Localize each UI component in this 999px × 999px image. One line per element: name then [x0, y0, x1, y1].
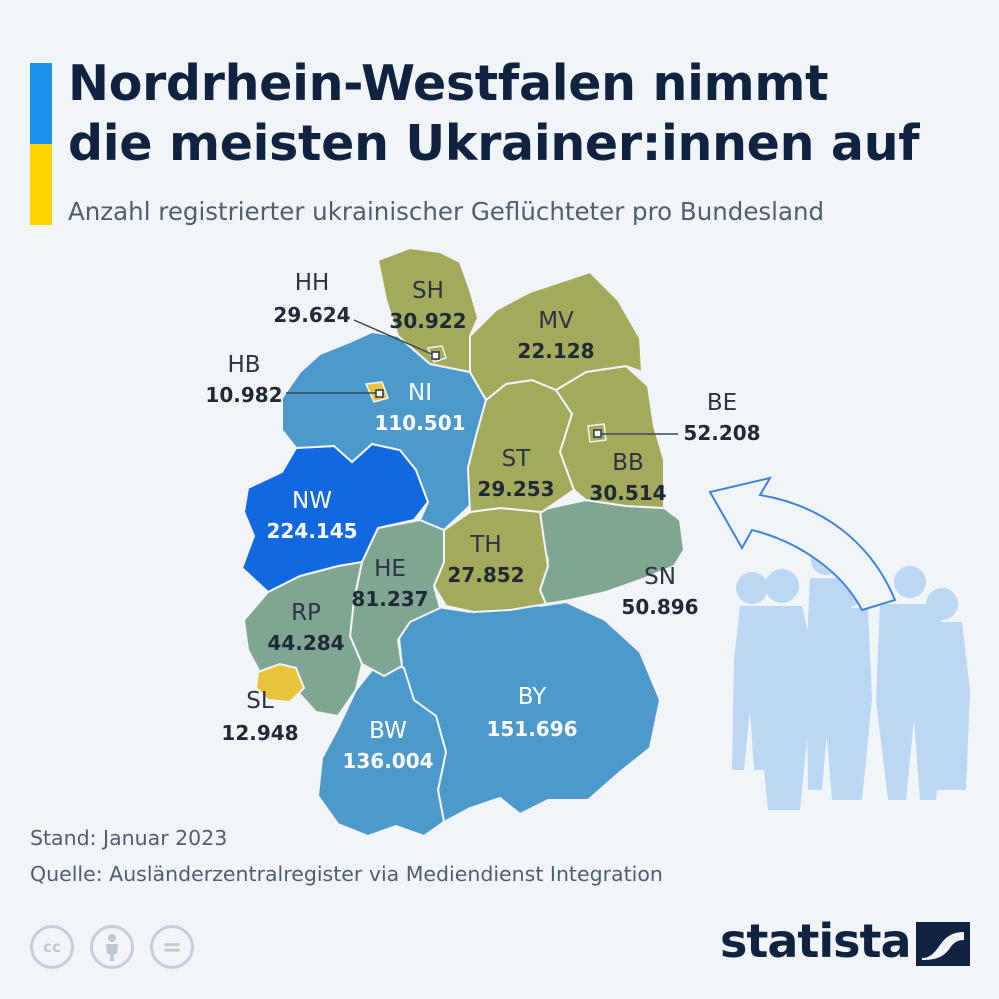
ukraine-flag-bar — [30, 63, 52, 225]
state-code-BW: BW — [369, 718, 407, 744]
nd-label: = — [161, 933, 183, 961]
state-value-HE: 81.237 — [351, 587, 428, 611]
state-value-BB: 30.514 — [589, 481, 666, 505]
state-shape-SL — [254, 662, 306, 704]
state-code-NW: NW — [292, 488, 332, 514]
state-code-HB: HB — [227, 352, 260, 378]
state-value-NI: 110.501 — [374, 411, 465, 435]
state-code-ST: ST — [502, 446, 532, 472]
marker-HH — [431, 351, 440, 360]
marker-HB — [375, 389, 384, 398]
data-date-note: Stand: Januar 2023 — [30, 826, 228, 850]
state-value-RP: 44.284 — [267, 631, 344, 655]
state-value-NW: 224.145 — [266, 519, 357, 543]
title-line-1: Nordrhein-Westfalen nimmt — [68, 55, 829, 112]
state-value-ST: 29.253 — [477, 477, 554, 501]
state-code-SH: SH — [412, 278, 444, 304]
state-value-BE: 52.208 — [683, 421, 760, 445]
page-subtitle: Anzahl registrierter ukrainischer Geflüc… — [68, 197, 825, 226]
state-value-BW: 136.004 — [342, 749, 433, 773]
state-value-SH: 30.922 — [389, 309, 466, 333]
state-value-MV: 22.128 — [517, 339, 594, 363]
title-line-2: die meisten Ukrainer:innen auf — [68, 115, 920, 172]
refugee-family-icon — [732, 545, 970, 810]
cc-label: cc — [43, 938, 61, 956]
state-value-HB: 10.982 — [205, 383, 282, 407]
state-code-HE: HE — [374, 556, 406, 582]
state-code-NI: NI — [408, 380, 432, 406]
state-code-BY: BY — [518, 684, 548, 710]
state-value-SN: 50.896 — [621, 595, 698, 619]
state-value-SL: 12.948 — [221, 721, 298, 745]
flag-blue-stripe — [30, 63, 52, 144]
state-code-SL: SL — [246, 688, 274, 714]
migration-arrow — [708, 476, 897, 612]
state-code-BE: BE — [707, 390, 737, 416]
state-code-MV: MV — [538, 308, 574, 334]
state-code-HH: HH — [295, 270, 330, 296]
state-code-TH: TH — [469, 532, 501, 558]
statista-logo-text[interactable]: statista — [720, 914, 912, 968]
by-license-icon[interactable] — [90, 925, 134, 969]
state-value-HH: 29.624 — [273, 303, 350, 327]
person-icon — [106, 934, 118, 961]
state-code-BB: BB — [612, 450, 644, 476]
state-code-RP: RP — [291, 600, 321, 626]
source-note: Quelle: Ausländerzentralregister via Med… — [30, 862, 663, 886]
nd-license-icon[interactable]: = — [150, 925, 194, 969]
flag-yellow-stripe — [30, 144, 52, 225]
state-shape-BW — [316, 658, 448, 838]
state-code-SN: SN — [644, 564, 676, 590]
marker-BE — [593, 429, 602, 438]
state-shape-SH — [376, 246, 480, 374]
leader-line-HH — [353, 319, 437, 357]
state-value-BY: 151.696 — [486, 717, 577, 741]
statista-logo-icon — [916, 922, 970, 966]
state-shape-MV — [469, 270, 644, 402]
cc-license-icon[interactable]: cc — [30, 925, 74, 969]
state-value-TH: 27.852 — [447, 563, 524, 587]
page-title: Nordrhein-Westfalen nimmt die meisten Uk… — [68, 54, 920, 174]
